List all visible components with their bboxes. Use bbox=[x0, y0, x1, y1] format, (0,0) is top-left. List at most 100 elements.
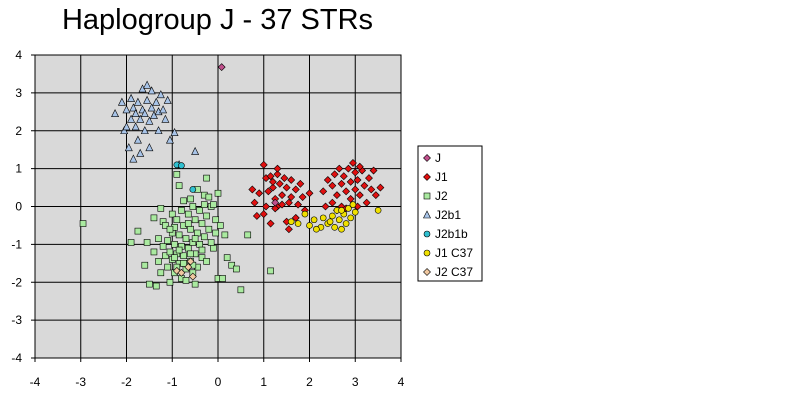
data-point bbox=[349, 201, 357, 208]
data-point bbox=[131, 109, 140, 118]
data-point bbox=[284, 198, 293, 207]
data-point bbox=[196, 206, 203, 214]
series-j2-c37 bbox=[172, 257, 197, 281]
data-point bbox=[203, 174, 210, 182]
data-point bbox=[280, 174, 289, 183]
data-point bbox=[141, 261, 149, 269]
data-point bbox=[306, 222, 313, 229]
axis-ticks: -4 -3 -2 -1 0 1 2 3 4 4 3 2 1 0 -1 -2 -3 -4 bbox=[11, 48, 404, 389]
data-point bbox=[191, 235, 199, 242]
data-point bbox=[150, 248, 158, 256]
data-point bbox=[248, 185, 257, 194]
legend-label: J1 bbox=[435, 170, 448, 184]
data-point bbox=[374, 206, 382, 214]
data-point bbox=[157, 269, 165, 277]
data-point bbox=[296, 179, 305, 188]
data-point bbox=[122, 105, 131, 114]
data-point bbox=[131, 122, 140, 131]
legend-box bbox=[417, 145, 483, 282]
data-point bbox=[335, 216, 343, 224]
data-point bbox=[282, 183, 291, 192]
data-point bbox=[310, 216, 318, 224]
data-point bbox=[250, 198, 259, 207]
data-point bbox=[178, 206, 185, 214]
y-tick-label: 3 bbox=[15, 86, 22, 100]
data-point bbox=[328, 181, 337, 190]
data-point bbox=[376, 183, 385, 192]
data-point bbox=[189, 186, 197, 193]
data-point bbox=[207, 239, 215, 246]
data-point bbox=[355, 162, 364, 171]
data-point bbox=[187, 195, 194, 203]
data-point bbox=[338, 206, 345, 214]
data-point bbox=[278, 200, 286, 209]
data-point bbox=[184, 220, 192, 227]
data-point bbox=[191, 280, 199, 288]
data-point bbox=[210, 201, 217, 208]
data-point bbox=[212, 216, 220, 224]
data-point bbox=[349, 159, 357, 167]
x-tick-label: -2 bbox=[121, 375, 132, 389]
data-point bbox=[164, 263, 171, 271]
data-point bbox=[124, 143, 133, 152]
data-point bbox=[335, 164, 344, 173]
data-point bbox=[259, 210, 268, 218]
data-point bbox=[159, 242, 167, 250]
data-point bbox=[319, 214, 327, 222]
data-point bbox=[200, 201, 208, 208]
data-point bbox=[155, 258, 162, 265]
data-point bbox=[180, 197, 187, 205]
data-point bbox=[111, 109, 120, 118]
y-tick-label: -3 bbox=[11, 313, 22, 327]
data-point bbox=[319, 187, 328, 196]
data-point bbox=[252, 212, 261, 220]
data-point bbox=[182, 235, 190, 242]
legend-marker bbox=[423, 230, 431, 238]
series-j bbox=[217, 63, 280, 207]
data-point bbox=[177, 268, 186, 277]
data-point bbox=[161, 114, 170, 123]
data-point bbox=[180, 252, 187, 260]
data-point bbox=[371, 191, 380, 200]
data-point bbox=[163, 95, 172, 104]
data-point bbox=[162, 222, 169, 229]
data-point bbox=[184, 263, 193, 272]
data-point bbox=[189, 203, 197, 210]
data-point bbox=[244, 231, 252, 239]
data-point bbox=[127, 93, 136, 102]
x-tick-label: 1 bbox=[260, 375, 267, 389]
data-point bbox=[166, 225, 174, 233]
data-point bbox=[268, 183, 277, 192]
data-point bbox=[326, 218, 334, 225]
data-point bbox=[168, 210, 176, 218]
data-point bbox=[143, 80, 152, 89]
data-point bbox=[275, 179, 284, 188]
data-point bbox=[328, 198, 337, 207]
data-point bbox=[129, 103, 138, 112]
data-point bbox=[301, 210, 309, 218]
data-point bbox=[353, 176, 362, 184]
legend-label: J2 bbox=[435, 189, 448, 203]
data-point bbox=[339, 172, 348, 181]
data-point bbox=[154, 126, 163, 135]
data-point bbox=[140, 109, 149, 118]
data-point bbox=[369, 166, 378, 175]
data-point bbox=[264, 187, 273, 196]
data-point bbox=[170, 127, 179, 136]
data-point bbox=[136, 114, 145, 123]
data-point bbox=[162, 252, 169, 260]
data-point bbox=[145, 116, 154, 125]
data-point bbox=[329, 212, 336, 220]
y-tick-label: 1 bbox=[15, 162, 22, 176]
x-tick-label: -4 bbox=[30, 375, 41, 389]
data-point bbox=[266, 219, 275, 228]
data-point bbox=[173, 216, 181, 224]
data-point bbox=[164, 237, 171, 244]
data-point bbox=[145, 143, 154, 152]
data-point bbox=[194, 229, 201, 237]
data-point bbox=[187, 225, 194, 233]
data-point bbox=[175, 246, 183, 254]
data-point bbox=[278, 191, 286, 200]
legend-label: J2b1 bbox=[435, 208, 461, 222]
